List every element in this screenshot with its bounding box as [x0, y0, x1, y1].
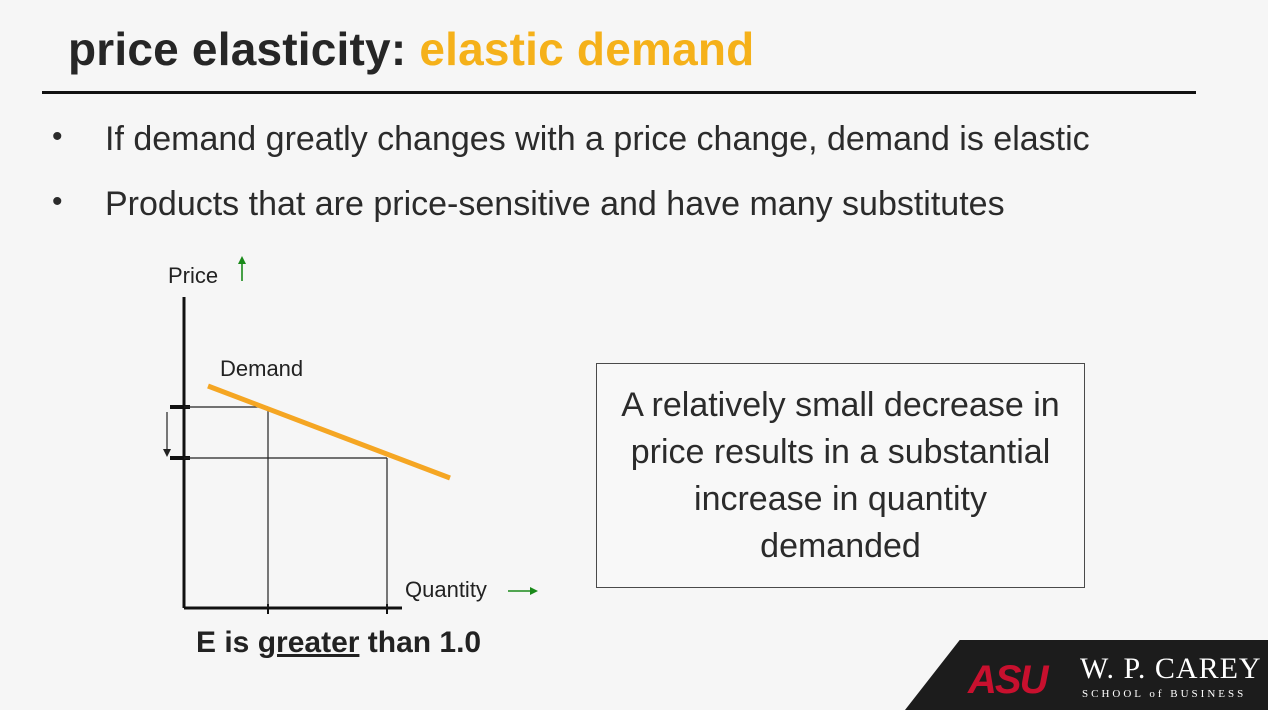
quantity-right-arrow-icon — [508, 587, 538, 595]
asu-logo: ASU — [968, 658, 1048, 702]
school-subtitle: SCHOOL of BUSINESS — [1082, 688, 1247, 700]
bullet-text: If demand greatly changes with a price c… — [105, 120, 1090, 158]
price-decrease-arrowhead — [163, 449, 171, 457]
caption-suffix: than 1.0 — [359, 626, 482, 659]
elasticity-caption: E is greater than 1.0 — [196, 626, 481, 660]
caption-prefix: E is — [196, 626, 258, 659]
title-main: price elasticity: — [68, 23, 420, 75]
bullet-dot: • — [52, 120, 63, 153]
quantity-axis-label: Quantity — [405, 577, 487, 602]
school-name: W. P. CAREY — [1080, 652, 1262, 685]
title-divider — [42, 91, 1196, 94]
caption-emphasis: greater — [257, 626, 360, 659]
bullet-dot: • — [52, 185, 63, 218]
slide-title: price elasticity: elastic demand — [68, 22, 754, 76]
title-accent: elastic demand — [419, 23, 755, 75]
price-axis-label: Price — [168, 263, 218, 288]
explanation-callout: A relatively small decrease in price res… — [596, 363, 1085, 588]
price-up-arrow-icon — [238, 256, 246, 281]
bullet-text: Products that are price-sensitive and ha… — [105, 185, 1005, 223]
callout-text: A relatively small decrease in price res… — [621, 385, 1060, 565]
demand-curve — [207, 383, 451, 481]
demand-curve-label: Demand — [220, 356, 303, 381]
